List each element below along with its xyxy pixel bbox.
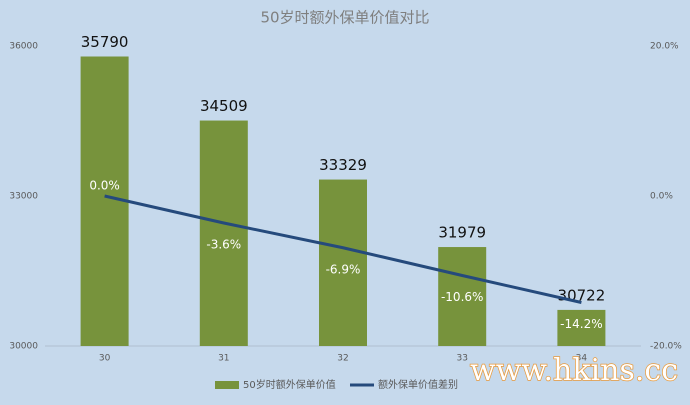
line-value-label: -3.6%: [206, 238, 241, 252]
y2-tick-label: 20.0%: [650, 42, 679, 52]
bar: [319, 179, 367, 346]
legend-swatch: [215, 381, 239, 389]
y-tick-label: 36000: [9, 42, 38, 52]
line-value-label: -10.6%: [441, 290, 483, 304]
bar-value-label: 34509: [200, 97, 248, 115]
x-tick-label: 33: [456, 354, 467, 364]
line-value-label: -6.9%: [326, 262, 361, 276]
bar: [80, 56, 129, 346]
y-tick-label: 30000: [9, 342, 38, 352]
y2-tick-label: -20.0%: [650, 342, 682, 352]
x-tick-label: 31: [218, 354, 229, 364]
x-tick-label: 32: [337, 354, 348, 364]
x-tick-label: 34: [576, 354, 588, 364]
bar: [438, 247, 487, 346]
legend-label: 额外保单价值差别: [378, 378, 458, 391]
bar: [557, 309, 606, 346]
y2-tick-label: 0.0%: [650, 192, 673, 202]
line: [104, 194, 582, 304]
line-value-label: -14.2%: [560, 317, 602, 331]
bar-value-label: 31979: [438, 224, 486, 242]
bar-value-label: 35790: [81, 33, 129, 51]
watermark: www.hkins.cc: [470, 353, 678, 388]
bar-value-label: 33329: [319, 156, 367, 174]
x-tick-label: 30: [99, 354, 111, 364]
bar: [199, 120, 248, 346]
chart-title: 50岁时额外保单价值对比: [260, 9, 429, 27]
y-tick-label: 33000: [9, 192, 38, 202]
legend-label: 50岁时额外保单价值: [243, 378, 336, 391]
line-value-label: 0.0%: [89, 179, 120, 193]
